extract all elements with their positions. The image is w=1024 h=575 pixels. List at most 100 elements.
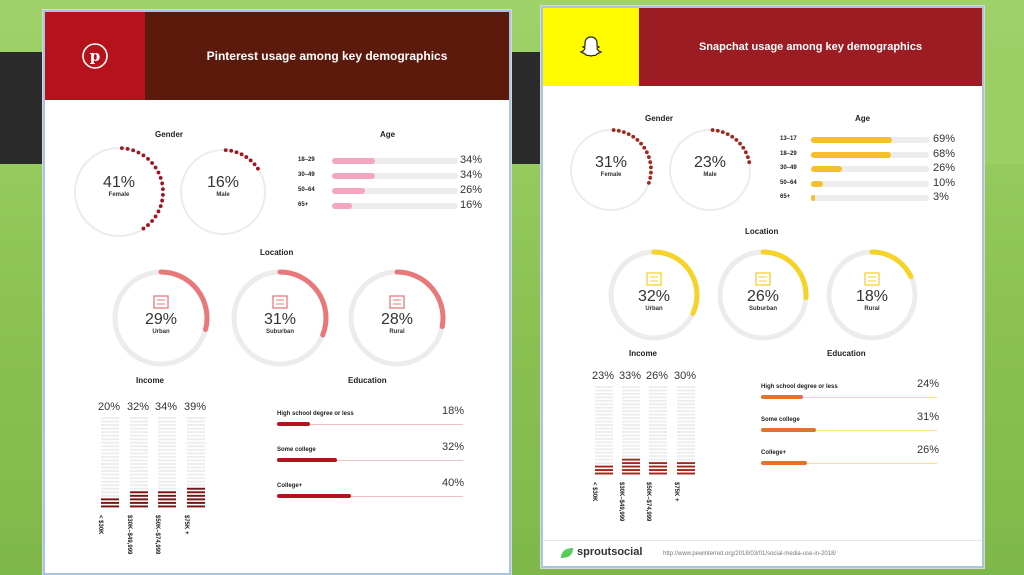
income-stripe <box>158 431 176 434</box>
income-stripe <box>130 417 148 419</box>
age-bar-track <box>332 173 458 179</box>
ring-dot <box>648 160 653 165</box>
income-stripe <box>595 448 613 451</box>
income-stripe <box>677 417 695 420</box>
ring-dot <box>136 150 141 155</box>
age-bar-track <box>811 195 929 201</box>
income-stripe <box>130 424 148 427</box>
income-stripe <box>187 438 205 441</box>
female-value: 31% <box>594 154 628 171</box>
income-stripe <box>101 459 119 462</box>
ring-dot <box>649 165 653 170</box>
ring-dot <box>160 181 165 186</box>
location-value: 28% <box>380 311 414 328</box>
ring-dot <box>161 187 165 192</box>
income-value: 39% <box>184 401 207 413</box>
location-stat: 32% Urban <box>607 289 701 313</box>
income-stripe <box>130 498 148 501</box>
income-stripe <box>187 487 205 490</box>
income-stripe <box>622 441 640 444</box>
snapchat-panel: Snapchat usage among key demographics Ge… <box>541 6 984 568</box>
income-stripe <box>595 389 613 392</box>
education-bar <box>761 428 816 432</box>
income-stripe <box>130 438 148 441</box>
ring-dot <box>234 150 239 155</box>
ring-dot <box>710 128 715 132</box>
ring-dot <box>125 146 130 151</box>
house-icon <box>272 295 288 309</box>
age-bar <box>811 137 893 143</box>
income-stripe <box>595 462 613 465</box>
age-bar-track <box>811 166 929 172</box>
ring-dot <box>131 148 136 153</box>
footer-divider <box>543 540 982 541</box>
income-stripe <box>622 472 640 475</box>
income-stripe <box>101 473 119 476</box>
income-stripe <box>622 386 640 388</box>
income-stripe <box>649 465 667 468</box>
income-stripe <box>130 470 148 473</box>
income-stripe <box>677 410 695 413</box>
income-stripe <box>187 473 205 476</box>
female-label: Female <box>600 172 622 178</box>
income-column <box>649 386 667 475</box>
income-stripe <box>158 434 176 437</box>
ring-dot <box>141 226 146 231</box>
ring-dot <box>646 180 651 185</box>
income-stripe <box>130 452 148 455</box>
location-stat: 28% Rural <box>347 311 447 336</box>
income-stripe <box>677 389 695 392</box>
age-value: 16% <box>460 199 483 211</box>
education-bar <box>761 461 807 465</box>
income-stripe <box>677 462 695 465</box>
income-stripe <box>187 491 205 494</box>
ring-dot <box>720 130 725 135</box>
source-url[interactable]: http://www.pewinternet.org/2018/03/01/so… <box>663 551 837 557</box>
income-value: 26% <box>646 370 669 382</box>
location-label: Urban <box>152 329 170 335</box>
income-stripe <box>130 491 148 494</box>
income-stripe <box>649 399 667 402</box>
age-bar <box>811 151 892 158</box>
income-stripe <box>677 420 695 423</box>
income-stripe <box>101 487 119 490</box>
education-value: 31% <box>917 411 940 423</box>
income-stripe <box>130 480 148 483</box>
age-value: 10% <box>933 176 956 189</box>
education-track <box>277 460 463 461</box>
income-column <box>595 386 613 475</box>
income-stripe <box>649 434 667 437</box>
pinterest-panel: p Pinterest usage among key demographics… <box>43 10 511 575</box>
location-value: 29% <box>144 311 178 328</box>
income-stripe <box>649 472 667 475</box>
income-stripe <box>649 403 667 406</box>
income-stripe <box>187 463 205 465</box>
income-stripe <box>158 448 176 451</box>
education-label: High school degree or less <box>761 384 838 390</box>
ring-dot <box>741 145 746 150</box>
income-stripe <box>677 472 695 475</box>
income-stripe <box>158 498 176 501</box>
income-stripe <box>187 459 205 462</box>
ring-dot <box>631 134 636 139</box>
income-stripe <box>130 427 148 430</box>
income-stripe <box>130 445 148 448</box>
income-label: $50K–$74,999 <box>645 482 651 522</box>
income-stripe <box>622 431 640 433</box>
location-ring-1 <box>231 269 329 367</box>
income-stripe <box>101 463 119 465</box>
income-value: 23% <box>592 370 615 382</box>
location-stat: 26% Suburban <box>716 289 810 313</box>
income-stripe <box>677 448 695 451</box>
income-stripe <box>158 487 176 490</box>
income-stripe <box>130 420 148 423</box>
gender-heading: Gender <box>155 130 184 139</box>
age-bar <box>811 166 842 172</box>
location-ring-2 <box>348 269 446 367</box>
income-stripe <box>649 420 667 423</box>
ring-dot <box>635 138 640 142</box>
location-stat: 18% Rural <box>825 289 919 313</box>
income-stripe <box>677 434 695 437</box>
income-stripe <box>677 444 695 447</box>
income-stripe <box>187 427 205 430</box>
